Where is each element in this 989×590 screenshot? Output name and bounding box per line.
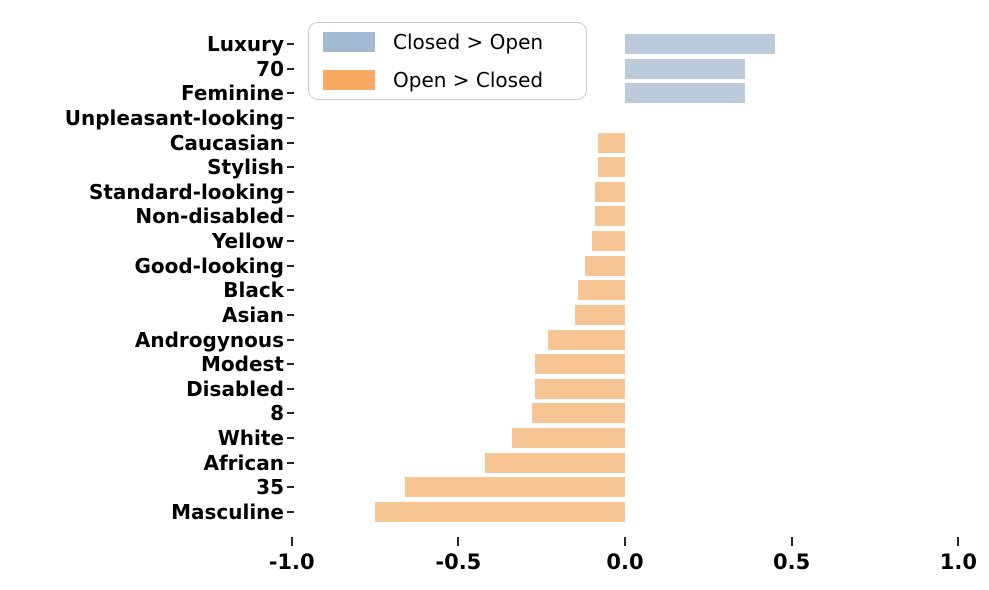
y-axis-label: 70 — [256, 56, 284, 81]
y-axis-label: Luxury — [206, 32, 284, 56]
bar-positive — [625, 58, 745, 79]
x-tick-mark — [790, 537, 793, 546]
legend-swatch-closed-open-icon — [323, 32, 375, 52]
y-tick-mark — [287, 240, 294, 243]
y-axis-label: Standard-looking — [88, 179, 284, 204]
y-axis-label: Non-disabled — [135, 204, 284, 229]
bar-negative — [595, 181, 625, 202]
y-axis-label: Caucasian — [169, 130, 284, 155]
y-tick-mark — [287, 313, 294, 316]
x-tick-mark — [957, 537, 960, 546]
y-axis-label: African — [203, 450, 285, 475]
y-tick-mark — [287, 264, 294, 267]
y-axis-label: 8 — [270, 401, 284, 426]
bar-negative — [375, 501, 625, 522]
y-tick-mark — [287, 486, 294, 489]
x-tick-label: 0.0 — [606, 550, 644, 574]
bar-negative — [535, 354, 625, 375]
bar-negative — [578, 280, 625, 301]
y-tick-mark — [287, 190, 294, 193]
y-axis-label: Modest — [201, 352, 284, 377]
y-tick-mark — [287, 289, 294, 292]
legend-entry-closed-open: Closed > Open — [323, 30, 572, 54]
y-tick-mark — [287, 363, 294, 366]
y-tick-mark — [287, 510, 294, 513]
bar-negative — [598, 157, 625, 178]
y-tick-mark — [287, 215, 294, 218]
y-axis-label: Yellow — [211, 229, 284, 254]
bar-negative — [531, 403, 625, 424]
bar-negative — [585, 255, 625, 276]
legend: Closed > Open Open > Closed — [308, 22, 587, 100]
y-tick-mark — [287, 92, 294, 95]
bar-positive — [625, 83, 745, 104]
x-tick-label: 0.5 — [773, 550, 811, 574]
bar-positive — [625, 34, 775, 54]
y-tick-mark — [287, 387, 294, 390]
y-axis-label: Black — [223, 278, 284, 303]
y-tick-mark — [287, 461, 294, 464]
legend-swatch-open-closed-icon — [323, 70, 375, 90]
bar-negative — [598, 132, 625, 153]
y-tick-mark — [287, 338, 294, 341]
y-axis-label: Disabled — [186, 376, 284, 401]
y-axis-label: 35 — [256, 475, 284, 500]
y-axis-label: Unpleasant-looking — [64, 105, 284, 130]
y-tick-mark — [287, 412, 294, 415]
x-tick-label: -1.0 — [268, 550, 315, 574]
y-tick-mark — [287, 43, 294, 45]
y-tick-mark — [287, 67, 294, 70]
bar-negative — [405, 477, 625, 498]
x-tick-label: 1.0 — [939, 550, 977, 574]
y-tick-mark — [287, 166, 294, 169]
y-axis-label: Good-looking — [134, 253, 284, 278]
x-tick-mark — [290, 537, 293, 546]
x-tick-mark — [457, 537, 460, 546]
y-tick-mark — [287, 437, 294, 440]
bar-negative — [575, 304, 625, 325]
bar-negative — [511, 428, 625, 449]
x-tick-mark — [624, 537, 626, 546]
y-tick-mark — [287, 141, 294, 144]
bar-negative — [485, 452, 625, 473]
bar-negative — [595, 206, 625, 227]
bar-negative — [548, 329, 625, 350]
y-axis-label: Androgynous — [134, 327, 284, 352]
legend-entry-open-closed: Open > Closed — [323, 68, 572, 92]
y-axis-label: Stylish — [207, 155, 284, 180]
y-axis-label: Asian — [222, 302, 284, 327]
y-axis-label: White — [217, 426, 284, 451]
y-axis-label: Feminine — [180, 81, 284, 106]
x-tick-label: -0.5 — [435, 550, 482, 574]
bar-negative — [535, 378, 625, 399]
y-axis-label: Masculine — [171, 499, 284, 524]
y-tick-mark — [287, 116, 294, 119]
legend-label-open-closed: Open > Closed — [393, 68, 544, 92]
legend-label-closed-open: Closed > Open — [393, 30, 544, 54]
bar-negative — [591, 231, 625, 252]
